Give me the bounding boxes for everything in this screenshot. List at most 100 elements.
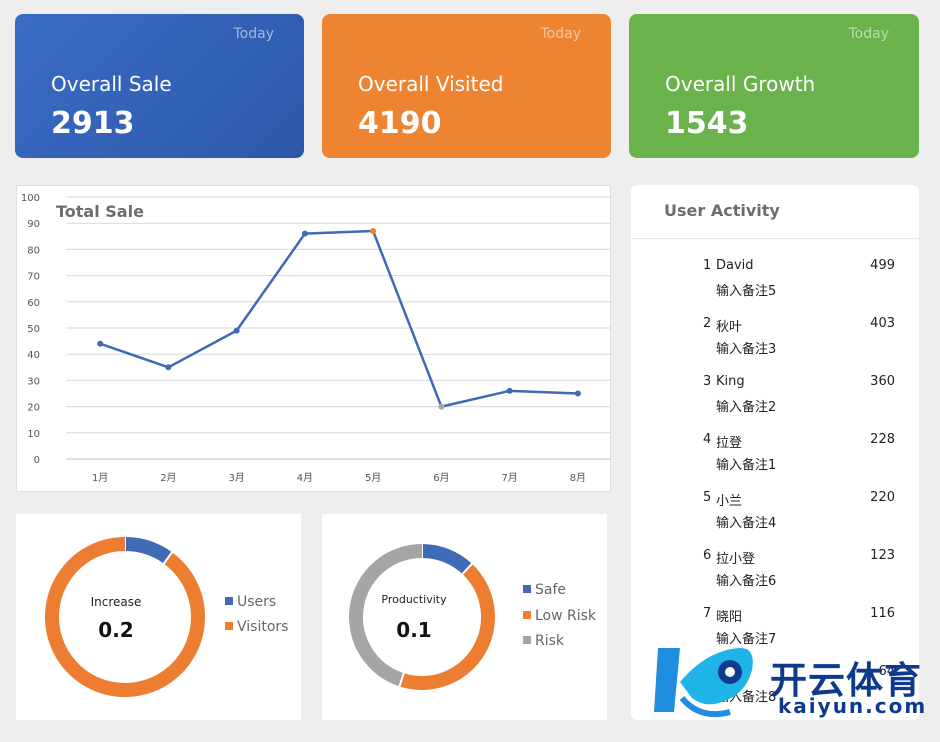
activity-header: User Activity <box>631 185 919 239</box>
legend-swatch <box>523 585 531 593</box>
activity-score: 123 <box>870 548 895 563</box>
watermark-en: kaiyun.com <box>778 694 928 718</box>
data-point <box>301 230 308 237</box>
y-tick-label: 30 <box>27 376 40 387</box>
legend-item-users[interactable]: Users <box>225 594 276 610</box>
total-sale-chart: 0 10 20 30 40 50 60 70 80 90 100 1月 2月 3月 4月 5月 6月 7月 8月 <box>21 193 611 484</box>
donut-slice <box>399 563 495 690</box>
x-tick-label: 5月 <box>365 472 381 484</box>
activity-row[interactable]: 6 拉小登 123 输入备注6 <box>631 548 919 592</box>
activity-name: 秋叶 <box>716 320 743 335</box>
activity-note: 输入备注2 <box>716 400 777 415</box>
data-point <box>370 228 377 235</box>
legend-swatch <box>523 611 531 619</box>
y-tick-label: 20 <box>27 403 40 414</box>
kpi-title: Overall Visited <box>358 72 504 96</box>
activity-row[interactable]: 5 小兰 220 输入备注4 <box>631 490 919 534</box>
legend-label: Risk <box>535 633 565 649</box>
activity-row[interactable]: 2 秋叶 403 输入备注3 <box>631 316 919 360</box>
x-tick-label: 6月 <box>433 472 449 484</box>
activity-row[interactable]: 7 晓阳 116 输入备注7 <box>631 606 919 650</box>
donut-separator <box>162 550 174 566</box>
activity-name: David <box>716 258 754 273</box>
activity-rank: 4 <box>703 432 712 447</box>
y-tick-label: 70 <box>27 272 40 283</box>
data-point <box>165 364 172 371</box>
legend-label: Safe <box>535 582 567 598</box>
kpi-card-overall-visited[interactable]: Today Overall Visited 4190 <box>322 14 611 158</box>
x-tick-label: 2月 <box>160 472 176 484</box>
productivity-panel: Productivity 0.1 Safe Low Risk Risk <box>322 514 607 720</box>
activity-name: 小兰 <box>716 494 743 509</box>
data-point <box>506 387 513 394</box>
donut-center-value: 0.1 <box>396 618 432 642</box>
x-tick-label: 4月 <box>297 472 313 484</box>
activity-title: User Activity <box>664 201 780 220</box>
activity-score: 228 <box>870 432 895 447</box>
legend-item-visitors[interactable]: Visitors <box>225 619 288 635</box>
kpi-value: 2913 <box>51 106 135 141</box>
chart-title: Total Sale <box>56 202 144 221</box>
data-point <box>97 340 104 347</box>
increase-panel: Increase 0.2 Users Visitors <box>16 514 301 720</box>
data-point <box>438 403 445 410</box>
activity-score: 220 <box>870 490 895 505</box>
activity-name: 晓阳 <box>716 610 743 625</box>
y-tick-label: 90 <box>27 219 40 230</box>
activity-rank: 7 <box>703 606 712 621</box>
activity-score: 499 <box>870 258 895 273</box>
activity-row[interactable]: 1 David 499 输入备注5 <box>631 258 919 302</box>
activity-name: 拉小登 <box>716 552 756 567</box>
legend-label: Users <box>237 594 277 610</box>
activity-name: 拉登 <box>716 436 743 451</box>
data-point <box>233 327 240 334</box>
total-sale-panel: Total Sale 0 10 20 30 40 50 60 70 80 90 100 1月 2月 3月 4… <box>16 185 611 492</box>
y-tick-label: 50 <box>27 324 40 335</box>
donut-center-label: Increase <box>90 595 142 609</box>
legend-swatch <box>225 597 233 605</box>
y-tick-label: 0 <box>34 455 40 466</box>
activity-rank: 1 <box>703 258 712 273</box>
activity-score: 116 <box>870 606 895 621</box>
legend-item-low-risk[interactable]: Low Risk <box>523 608 596 624</box>
activity-note: 输入备注4 <box>716 516 777 531</box>
legend-swatch <box>523 636 531 644</box>
data-point <box>574 390 581 397</box>
legend-item-safe[interactable]: Safe <box>523 582 566 598</box>
y-tick-label: 80 <box>27 245 40 256</box>
activity-row[interactable]: 3 King 360 输入备注2 <box>631 374 919 418</box>
productivity-donut-chart <box>349 543 495 690</box>
donut-center-value: 0.2 <box>98 618 134 642</box>
legend-item-risk[interactable]: Risk <box>523 633 564 649</box>
activity-score: 360 <box>870 374 895 389</box>
increase-donut-chart <box>45 536 205 697</box>
activity-rank: 3 <box>703 374 712 389</box>
activity-name: King <box>716 374 745 389</box>
y-tick-label: 100 <box>21 193 40 204</box>
donut-slice <box>45 537 205 697</box>
k-logo-icon <box>654 648 753 718</box>
y-tick-label: 40 <box>27 350 40 361</box>
kpi-card-overall-growth[interactable]: Today Overall Growth 1543 <box>629 14 919 158</box>
activity-note: 输入备注5 <box>716 284 777 299</box>
x-tick-label: 8月 <box>570 472 586 484</box>
activity-row[interactable]: 4 拉登 228 输入备注1 <box>631 432 919 476</box>
legend-swatch <box>225 622 233 630</box>
kpi-value: 1543 <box>665 106 749 141</box>
kpi-today-label: Today <box>848 26 890 42</box>
activity-note: 输入备注1 <box>716 458 777 473</box>
donut-slice <box>349 544 423 687</box>
kpi-today-label: Today <box>233 26 275 42</box>
activity-note: 输入备注7 <box>716 632 777 647</box>
x-tick-label: 7月 <box>501 472 517 484</box>
donut-separator <box>398 671 406 688</box>
watermark-cn: 开云体育 <box>770 659 922 702</box>
kpi-card-overall-sale[interactable]: Today Overall Sale 2913 <box>15 14 304 158</box>
series-line <box>99 229 578 408</box>
watermark-logo: 开云体育 kaiyun.com <box>652 642 932 724</box>
donut-separator <box>460 562 474 576</box>
kpi-today-label: Today <box>540 26 582 42</box>
activity-note: 输入备注6 <box>716 574 777 589</box>
x-tick-label: 3月 <box>228 472 244 484</box>
legend-label: Low Risk <box>535 608 597 624</box>
